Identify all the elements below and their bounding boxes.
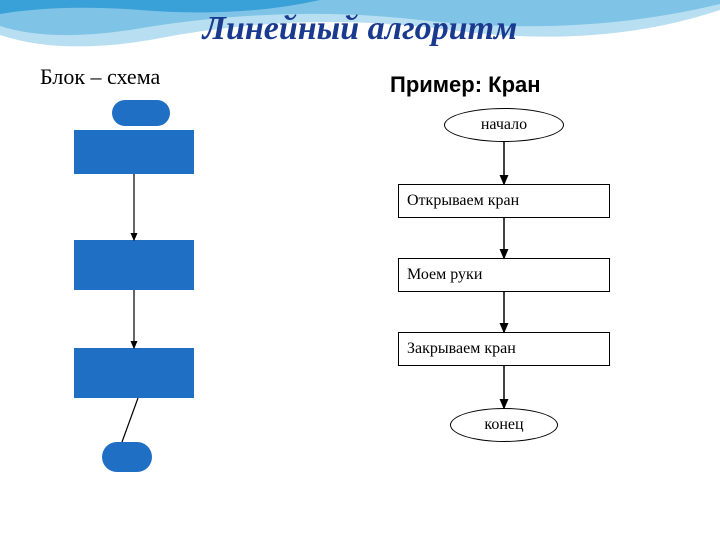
- subtitle-left: Блок – схема: [40, 64, 160, 90]
- left-flowchart: [50, 100, 230, 500]
- right-flowchart: начало Открываем кран Моем руки Закрывае…: [380, 108, 660, 498]
- page-title: Линейный алгоритм: [0, 10, 720, 48]
- flowchart-arrows-right: [380, 108, 660, 498]
- flowchart-arrows-left: [50, 100, 230, 500]
- subtitle-right: Пример: Кран: [390, 72, 541, 98]
